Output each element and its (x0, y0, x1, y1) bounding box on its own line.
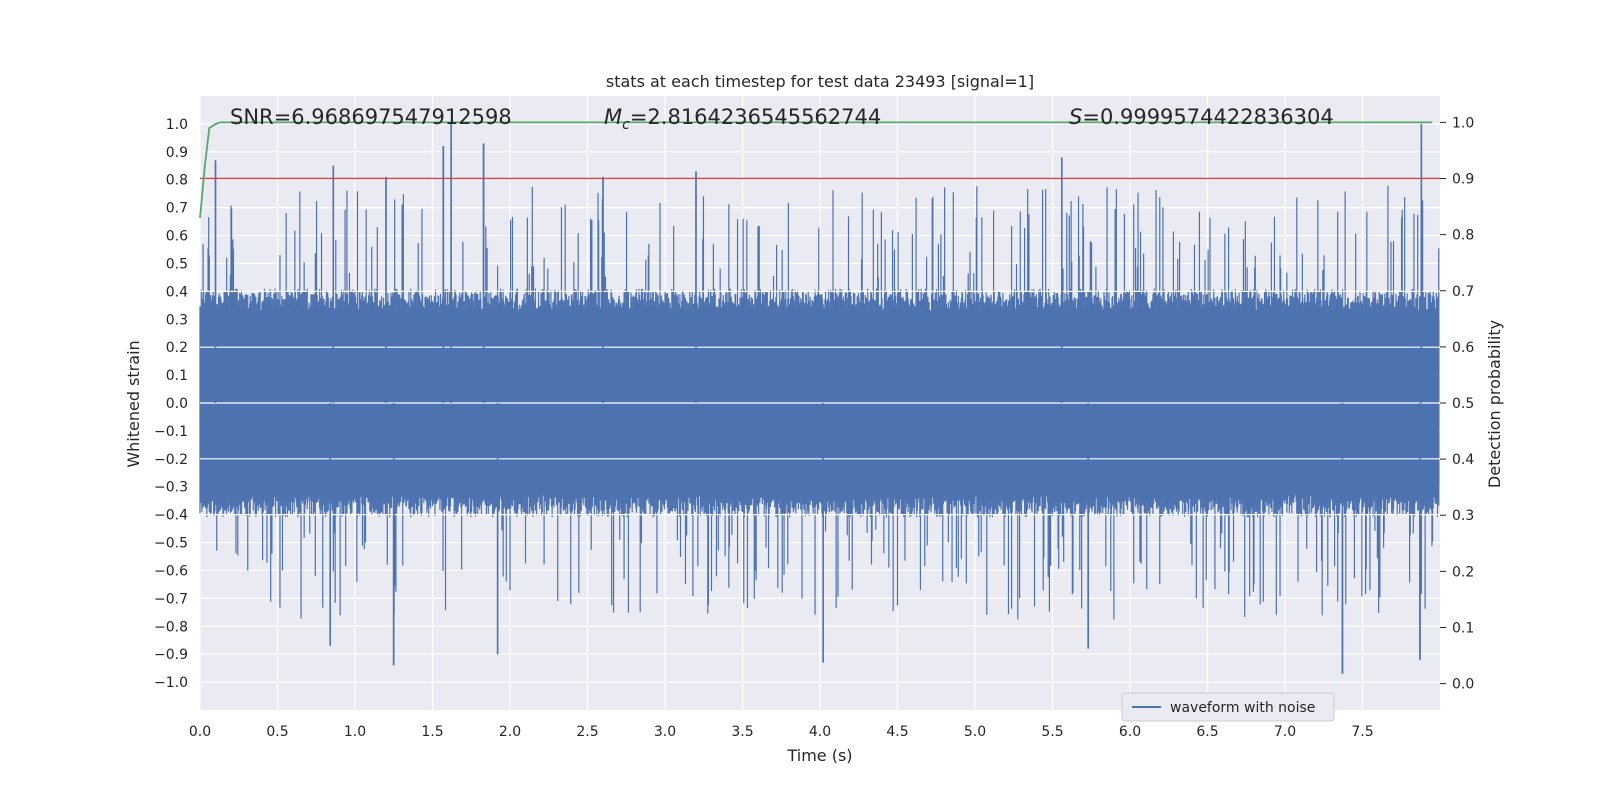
strain-series (199, 123, 1440, 674)
mc-symbol: M (604, 105, 622, 129)
y2-tick-label: 0.3 (1452, 508, 1474, 524)
y-tick-label: 0.0 (166, 396, 188, 412)
y-tick-label: 0.6 (166, 229, 188, 245)
ticks: 0.0 0.5 1.0 1.5 2.0 2.5 3.0 3.5 4.0 4.5 5.0 5.5 6.0 6… (154, 115, 1474, 740)
x-tick-label: 5.0 (964, 724, 986, 740)
y-tick-label: −0.5 (154, 536, 188, 552)
y2-tick-label: 0.5 (1452, 396, 1474, 412)
y-tick-label: 0.5 (166, 256, 188, 272)
mc-annotation: Mc=2.8164236545562744 (604, 105, 881, 133)
y2-tick-label: 0.8 (1452, 228, 1474, 244)
x-axis-label: Time (s) (786, 746, 852, 765)
overlay (199, 121, 1440, 218)
x-tick-label: 1.0 (344, 724, 366, 740)
x-tick-label: 6.5 (1196, 724, 1218, 740)
mc-subscript: c (622, 117, 630, 133)
y2-tick-label: 0.7 (1452, 284, 1474, 300)
y2-tick-label: 0.4 (1452, 452, 1474, 468)
y-tick-label: −1.0 (154, 675, 188, 691)
s-value: =0.9999574422836304 (1082, 105, 1333, 129)
chart-title: stats at each timestep for test data 234… (606, 72, 1034, 91)
x-tick-label: 6.0 (1119, 724, 1141, 740)
s-annotation: S=0.9999574422836304 (1069, 105, 1334, 129)
y-axis-label: Whitened strain (124, 340, 143, 467)
mc-value: =2.8164236545562744 (630, 105, 881, 129)
x-tick-label: 0.5 (266, 724, 288, 740)
y-tick-label: −0.1 (154, 424, 188, 440)
y-tick-label: 0.4 (166, 284, 188, 300)
y2-tick-label: 1.0 (1452, 115, 1474, 131)
y-tick-label: −0.2 (154, 452, 188, 468)
x-tick-label: 3.0 (654, 724, 676, 740)
y2-axis-label: Detection probability (1485, 320, 1504, 488)
y2-tick-label: 0.0 (1452, 677, 1474, 693)
y-tick-label: 1.0 (166, 117, 188, 133)
x-tick-label: 0.0 (189, 724, 211, 740)
x-tick-label: 5.5 (1041, 724, 1063, 740)
x-tick-label: 2.5 (576, 724, 598, 740)
y2-tick-label: 0.6 (1452, 340, 1474, 356)
y2-tick-label: 0.9 (1452, 172, 1474, 188)
x-tick-label: 2.0 (499, 724, 521, 740)
y-tick-label: −0.3 (154, 480, 188, 496)
y-tick-label: 0.3 (166, 312, 188, 328)
x-tick-label: 1.5 (421, 724, 443, 740)
y-tick-label: −0.7 (154, 591, 188, 607)
y-tick-label: 0.7 (166, 201, 188, 217)
legend-box (1121, 692, 1335, 722)
y-tick-label: 0.9 (166, 145, 188, 161)
y2-tick-label: 0.2 (1452, 564, 1474, 580)
legend: waveform with noise (1121, 692, 1335, 722)
x-tick-label: 7.0 (1274, 724, 1296, 740)
x-tick-label: 3.5 (731, 724, 753, 740)
s-symbol: S (1069, 105, 1082, 129)
snr-annotation: SNR=6.968697547912598 (230, 105, 512, 129)
y-tick-label: −0.8 (154, 619, 188, 635)
y-tick-label: −0.4 (154, 508, 188, 524)
x-tick-label: 4.0 (809, 724, 831, 740)
legend-label: waveform with noise (1170, 700, 1315, 716)
x-tick-label: 4.5 (886, 724, 908, 740)
y-tick-label: −0.6 (154, 563, 188, 579)
y-tick-label: 0.2 (166, 340, 188, 356)
y-tick-label: −0.9 (154, 647, 188, 663)
x-tick-label: 7.5 (1351, 724, 1373, 740)
y-tick-label: 0.1 (166, 368, 188, 384)
y2-tick-label: 0.1 (1452, 620, 1474, 636)
detection-probability-line (199, 121, 1433, 218)
y-tick-label: 0.8 (166, 173, 188, 189)
